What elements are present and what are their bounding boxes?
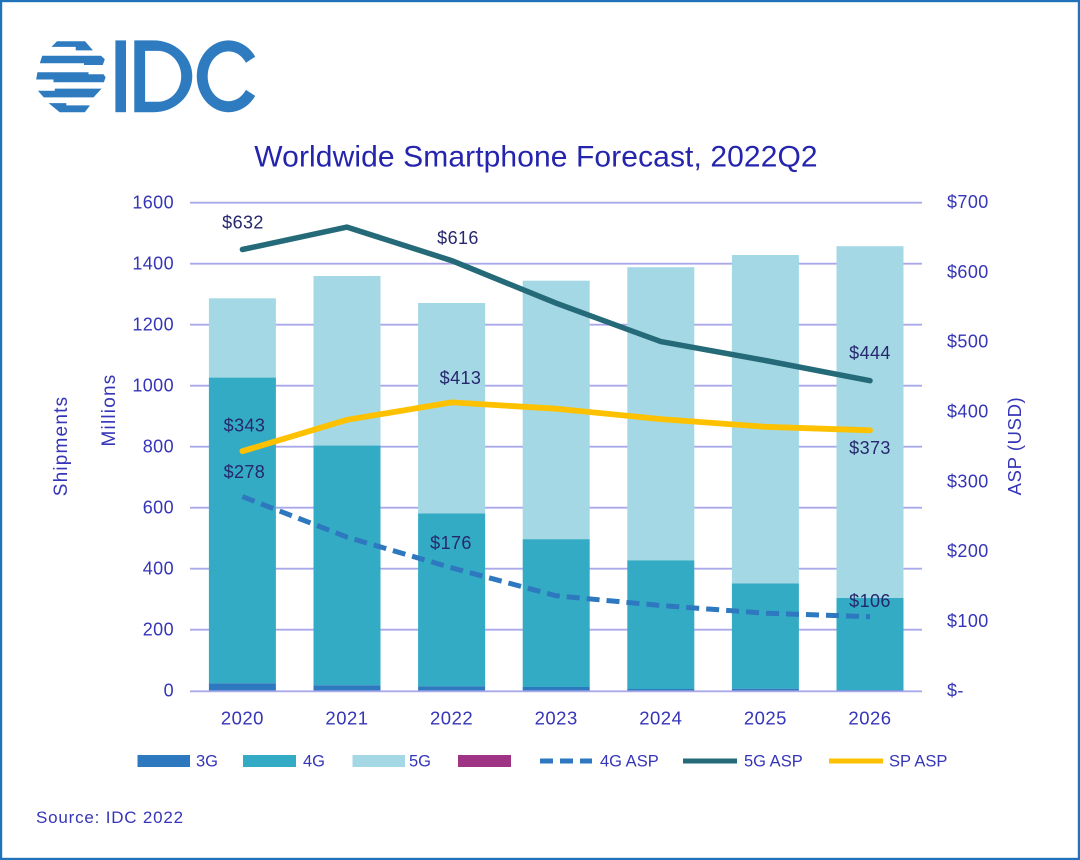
svg-text:2024: 2024 xyxy=(639,708,682,729)
svg-text:0: 0 xyxy=(164,681,174,701)
svg-text:$500: $500 xyxy=(947,332,989,352)
svg-text:$632: $632 xyxy=(222,213,264,233)
svg-text:$616: $616 xyxy=(437,228,479,248)
svg-text:5G ASP: 5G ASP xyxy=(744,753,803,771)
svg-text:Shipments: Shipments xyxy=(51,396,72,497)
svg-text:5G: 5G xyxy=(409,753,431,771)
svg-text:$343: $343 xyxy=(224,415,266,435)
svg-text:2026: 2026 xyxy=(848,708,891,729)
svg-text:Millions: Millions xyxy=(99,374,120,447)
svg-text:$278: $278 xyxy=(224,462,266,482)
svg-text:200: 200 xyxy=(143,620,174,640)
svg-text:Worldwide Smartphone Forecast,: Worldwide Smartphone Forecast, 2022Q2 xyxy=(254,141,817,174)
svg-text:$600: $600 xyxy=(947,262,989,282)
svg-text:Source: IDC 2022: Source: IDC 2022 xyxy=(36,808,184,827)
svg-text:SP ASP: SP ASP xyxy=(889,753,947,771)
svg-text:$400: $400 xyxy=(947,401,989,421)
svg-text:$200: $200 xyxy=(947,541,989,561)
svg-text:$106: $106 xyxy=(849,591,891,611)
svg-text:3G: 3G xyxy=(196,753,218,771)
svg-text:$413: $413 xyxy=(440,368,482,388)
svg-text:1200: 1200 xyxy=(132,315,174,335)
svg-text:1400: 1400 xyxy=(132,254,174,274)
svg-text:$373: $373 xyxy=(849,438,891,458)
svg-text:$444: $444 xyxy=(849,343,891,363)
svg-text:600: 600 xyxy=(143,498,174,518)
svg-text:2020: 2020 xyxy=(221,708,264,729)
svg-text:$176: $176 xyxy=(430,533,472,553)
svg-text:$100: $100 xyxy=(947,611,989,631)
svg-text:2022: 2022 xyxy=(430,708,473,729)
svg-text:2025: 2025 xyxy=(744,708,787,729)
svg-text:$300: $300 xyxy=(947,471,989,491)
svg-text:4G ASP: 4G ASP xyxy=(600,753,659,771)
svg-text:800: 800 xyxy=(143,437,174,457)
svg-text:1600: 1600 xyxy=(132,193,174,213)
svg-text:1000: 1000 xyxy=(132,376,174,396)
svg-text:ASP (USD): ASP (USD) xyxy=(1004,397,1025,496)
svg-text:$700: $700 xyxy=(947,192,989,212)
svg-text:2021: 2021 xyxy=(325,708,368,729)
svg-text:$-: $- xyxy=(947,681,964,701)
svg-text:2023: 2023 xyxy=(535,708,578,729)
svg-text:4G: 4G xyxy=(303,753,325,771)
svg-text:400: 400 xyxy=(143,559,174,579)
